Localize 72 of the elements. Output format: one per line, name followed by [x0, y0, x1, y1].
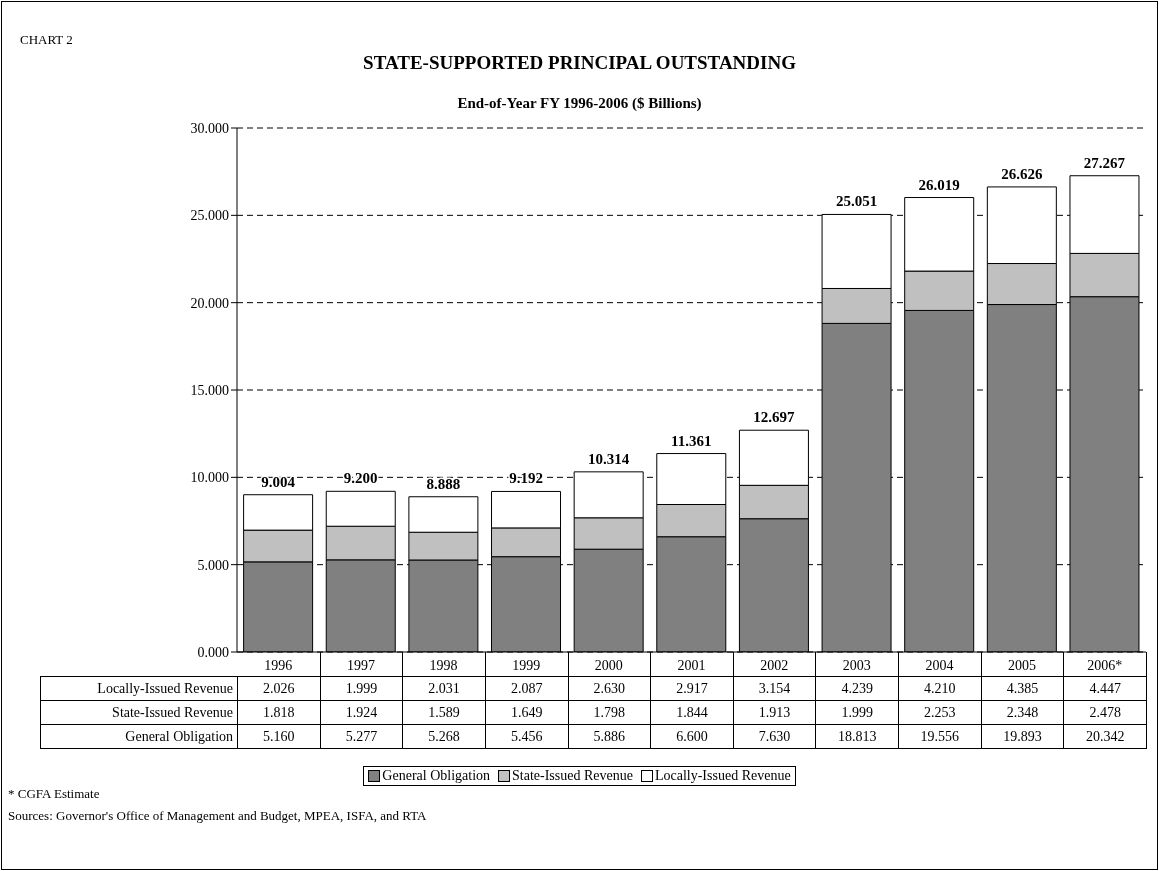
total-label: 9.200	[343, 470, 378, 487]
total-label: 26.626	[1001, 165, 1043, 182]
total-label: 12.697	[753, 409, 796, 426]
legend-label: General Obligation	[381, 768, 491, 784]
y-tick-label: 30.000	[190, 120, 229, 136]
x-tick-label: 2005	[1008, 657, 1037, 673]
data-label: 6.600	[650, 724, 734, 749]
text: * CGFA Estimate	[8, 786, 100, 802]
data-label: 1.589	[402, 700, 486, 725]
y-tick-label: 25.000	[190, 208, 229, 224]
x-tick-label: 1996	[264, 657, 293, 673]
data-label: 2.026	[237, 676, 321, 701]
y-tick-label: 5.000	[197, 557, 229, 573]
x-tick-label: 2004	[925, 657, 954, 673]
total-label: 25.051	[835, 193, 878, 210]
data-label: 1.798	[568, 700, 651, 725]
data-label: 5.456	[485, 724, 569, 749]
data-label: 1.999	[320, 676, 403, 701]
x-tick-label: 1998	[429, 657, 458, 673]
total-label: 27.267	[1083, 154, 1126, 171]
data-label: 1.924	[320, 700, 403, 725]
total-label: 9.004	[261, 473, 296, 490]
data-label: 5.886	[568, 724, 651, 749]
data-label: 19.893	[981, 724, 1064, 749]
y-tick-label: 20.000	[190, 295, 229, 311]
chart-subtitle: End-of-Year FY 1996-2006 ($ Billions)	[456, 95, 703, 112]
data-label: 18.813	[815, 724, 899, 749]
data-label: 2.917	[650, 676, 734, 701]
x-tick-label: 1997	[346, 657, 375, 673]
data-label: 2.031	[402, 676, 486, 701]
source-note: Sources: Governor's Office of Management and Budget, MPEA, ISFA, and RTA	[8, 808, 427, 824]
data-label: 4.210	[898, 676, 982, 701]
data-label: 20.342	[1063, 724, 1147, 749]
x-tick-label: 2006*	[1087, 657, 1123, 673]
y-tick-label: 15.000	[190, 382, 229, 398]
caption: CHART 2	[20, 32, 73, 48]
text: General Obligation	[125, 728, 234, 744]
data-label: 7.630	[733, 724, 816, 749]
data-label: 2.630	[568, 676, 651, 701]
x-tick-label: 1999	[512, 657, 541, 673]
data-label: 4.239	[815, 676, 899, 701]
text: State-Issued Revenue	[112, 704, 234, 720]
x-tick-label: 2000	[594, 657, 623, 673]
y-tick-label: 0.000	[197, 644, 229, 660]
data-label: 4.385	[981, 676, 1064, 701]
total-label: 11.361	[671, 432, 712, 449]
data-label: 1.818	[237, 700, 321, 725]
data-label: 2.087	[485, 676, 569, 701]
text: Locally-Issued Revenue	[97, 680, 234, 696]
data-label: 1.649	[485, 700, 569, 725]
data-label: 5.268	[402, 724, 486, 749]
total-label: 10.314	[588, 450, 630, 467]
data-label: 1.844	[650, 700, 734, 725]
x-tick-label: 2001	[677, 657, 706, 673]
x-tick-label: 2003	[842, 657, 871, 673]
data-label: 2.478	[1063, 700, 1147, 725]
data-label: 2.253	[898, 700, 982, 725]
legend-label: Locally-Issued Revenue	[653, 768, 791, 784]
data-label: 5.277	[320, 724, 403, 749]
data-label: 1.999	[815, 700, 899, 725]
data-label: 1.913	[733, 700, 816, 725]
total-label: 26.019	[918, 176, 960, 193]
data-label: 19.556	[898, 724, 982, 749]
y-tick-label: 10.000	[190, 470, 229, 486]
total-label: 8.888	[426, 475, 461, 492]
chart-title: STATE-SUPPORTED PRINCIPAL OUTSTANDING	[362, 52, 797, 74]
data-label: 5.160	[237, 724, 321, 749]
legend-label: State-Issued Revenue	[511, 768, 633, 784]
data-label: 4.447	[1063, 676, 1147, 701]
data-label: 3.154	[733, 676, 816, 701]
data-label: 2.348	[981, 700, 1064, 725]
x-tick-label: 2002	[760, 657, 789, 673]
